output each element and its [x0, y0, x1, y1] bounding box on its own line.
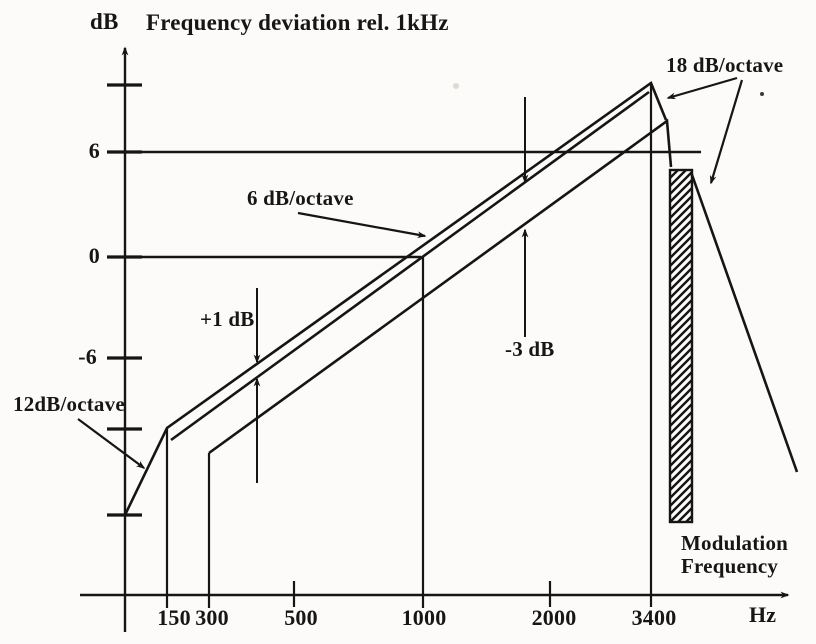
scan-speck	[760, 92, 764, 96]
chart-title: Frequency deviation rel. 1kHz	[146, 10, 449, 35]
arrow-18dB-octave-upper	[666, 76, 738, 100]
pointer-arrows	[77, 76, 744, 469]
x-tick-label-2000: 2000	[531, 605, 577, 630]
annotation-18dB-octave: 18 dB/octave	[666, 53, 784, 77]
x-tick-label-300: 300	[195, 605, 229, 630]
x-guides	[165, 84, 653, 608]
tolerance-arrows	[253, 97, 529, 483]
annotation-plus-1dB: +1 dB	[200, 307, 255, 331]
annotation-6dB-octave: 6 dB/octave	[247, 186, 354, 210]
y-tick-label-6: 6	[88, 138, 100, 163]
y-unit-label: dB	[90, 9, 119, 34]
x-axis-name-line2: Frequency	[681, 554, 779, 578]
annotation-minus-3dB: -3 dB	[505, 337, 555, 361]
y-ticks	[107, 83, 142, 517]
nominal-line	[170, 90, 650, 442]
y-tick-label-0: 0	[88, 243, 100, 268]
annotation-12dB-octave: 12dB/octave	[13, 392, 125, 416]
x-unit-label: Hz	[749, 602, 777, 627]
arrow-18dB-octave-lower	[709, 79, 744, 185]
scan-speck-faint	[453, 83, 459, 89]
arrow-6dB-octave	[297, 211, 427, 238]
x-tick-label-3400: 3400	[631, 605, 677, 630]
y-tick-label-minus6: -6	[78, 344, 97, 369]
x-tick-label-1000: 1000	[401, 605, 447, 630]
upper-limit-line	[123, 80, 668, 516]
band-edge-hatched-bar	[668, 168, 694, 524]
post-band-18dB-slope-line	[689, 171, 799, 473]
x-axis-name-line1: Modulation	[681, 531, 789, 555]
arrow-12dB-octave	[77, 418, 146, 469]
lower-limit-line	[208, 118, 673, 455]
x-axis-name: Modulation Frequency	[681, 532, 788, 578]
x-tick-label-500: 500	[284, 605, 318, 630]
x-tick-label-150: 150	[157, 605, 191, 630]
